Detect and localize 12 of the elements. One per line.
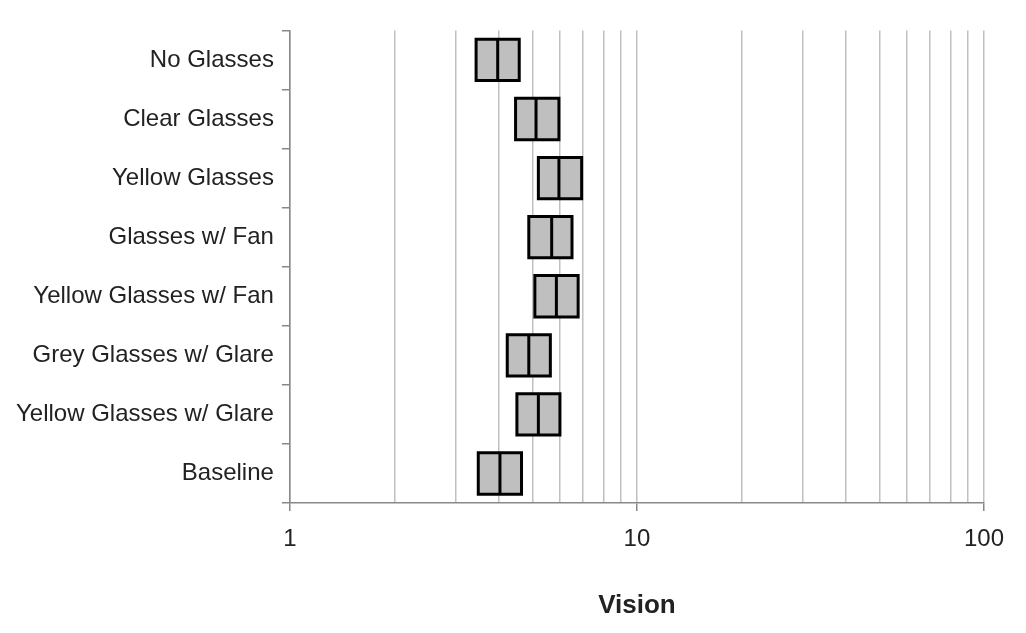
y-tick-label: Clear Glasses [123,103,274,131]
y-tick-label: Grey Glasses w/ Glare [32,339,274,367]
y-tick-label: Yellow Glasses w/ Fan [33,280,274,308]
x-axis-title: Vision [598,588,676,619]
y-tick-label: Yellow Glasses w/ Glare [15,399,274,427]
x-tick-label: 100 [963,524,1004,552]
y-tick-label: No Glasses [149,44,274,72]
y-tick-label: Glasses w/ Fan [108,221,274,249]
x-tick-label: 1 [283,524,297,552]
y-tick-label: Yellow Glasses [112,162,274,190]
x-tick-label: 10 [623,524,651,552]
y-tick-label: Baseline [181,458,274,486]
